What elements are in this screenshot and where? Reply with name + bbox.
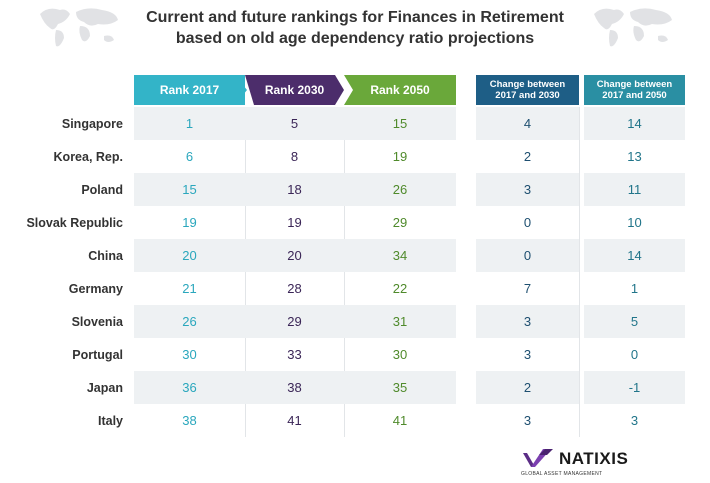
change-2017-2030-cell: 3 — [476, 305, 579, 338]
change-2017-2030-cell: 3 — [523, 347, 532, 362]
table-row: Slovenia 26 29 31 3 5 — [0, 305, 710, 338]
rank-2017-cell: 30 — [182, 347, 197, 362]
rank-2017-cell: 36 — [134, 371, 245, 404]
world-map-decoration-left — [40, 8, 118, 47]
chart-title: Current and future rankings for Finances… — [0, 7, 710, 49]
rank-2017-cell: 38 — [182, 413, 197, 428]
rank-2030-cell: 28 — [287, 281, 302, 296]
rank-2050-cell: 29 — [392, 215, 408, 230]
rank-2030-cell: 18 — [245, 173, 344, 206]
title-line-2: based on old age dependency ratio projec… — [175, 30, 535, 47]
country-label: Slovenia — [71, 314, 123, 329]
change-2017-2030-cell: 7 — [523, 281, 532, 296]
table-row: Germany 21 28 22 7 1 — [0, 272, 710, 305]
rank-2050-cell: 30 — [392, 347, 408, 362]
rank-2017-cell: 6 — [185, 149, 194, 164]
rank-2050-cell: 15 — [344, 107, 456, 140]
rank-2017-cell: 19 — [182, 215, 197, 230]
rank-2030-cell: 29 — [245, 305, 344, 338]
header-change-2017-2030-line1: Change between — [489, 79, 566, 90]
table-row: Poland 15 18 26 3 11 — [0, 173, 710, 206]
natixis-logo: NATIXIS GLOBAL ASSET MANAGEMENT — [521, 447, 651, 481]
country-label: Poland — [81, 182, 123, 197]
change-2017-2030-cell: 2 — [476, 371, 579, 404]
rank-2017-cell: 15 — [134, 173, 245, 206]
change-2017-2030-cell: 3 — [523, 413, 532, 428]
table-row: Italy 38 41 41 3 3 — [0, 404, 710, 437]
country-label: China — [88, 248, 123, 263]
country-label: Italy — [97, 413, 123, 428]
table-row: Slovak Republic 19 19 29 0 10 — [0, 206, 710, 239]
change-2017-2030-cell: 2 — [523, 149, 532, 164]
country-label: Singapore — [61, 116, 123, 131]
header-rank-2050: Rank 2050 — [344, 75, 456, 105]
country-label: Germany — [68, 281, 123, 296]
rank-2050-cell: 31 — [344, 305, 456, 338]
rank-2017-cell: 21 — [182, 281, 197, 296]
header-rank-2030: Rank 2030 — [245, 75, 344, 105]
header-change-2017-2030: Change between 2017 and 2030 — [476, 75, 579, 105]
header-change-2017-2050: Change between 2017 and 2050 — [584, 75, 685, 105]
rank-2030-cell: 20 — [245, 239, 344, 272]
table-row: Korea, Rep. 6 8 19 2 13 — [0, 140, 710, 173]
rank-2050-cell: 26 — [344, 173, 456, 206]
rank-2030-cell: 5 — [245, 107, 344, 140]
logo-name: NATIXIS — [559, 449, 629, 468]
column-divider — [579, 107, 580, 437]
change-2017-2050-cell: 14 — [584, 239, 685, 272]
table-row: Singapore 1 5 15 4 14 — [0, 107, 710, 140]
rank-2050-cell: 41 — [392, 413, 408, 428]
rank-2050-cell: 34 — [344, 239, 456, 272]
change-2017-2030-cell: 0 — [523, 215, 532, 230]
rank-2017-cell: 26 — [134, 305, 245, 338]
rank-2017-cell: 1 — [134, 107, 245, 140]
change-2017-2050-cell: 3 — [630, 413, 639, 428]
change-2017-2050-cell: 13 — [627, 149, 642, 164]
rank-2050-cell: 35 — [344, 371, 456, 404]
change-2017-2050-cell: 11 — [584, 173, 685, 206]
country-label: Korea, Rep. — [53, 149, 123, 164]
table-row: Japan 36 38 35 2 -1 — [0, 371, 710, 404]
country-label: Japan — [86, 380, 123, 395]
country-label: Portugal — [72, 347, 123, 362]
rank-2030-cell: 41 — [287, 413, 302, 428]
title-line-1: Current and future rankings for Finances… — [146, 9, 564, 26]
change-2017-2050-cell: -1 — [584, 371, 685, 404]
change-2017-2050-cell: 14 — [584, 107, 685, 140]
header-change-2017-2050-line2: 2017 and 2050 — [602, 90, 667, 101]
change-2017-2050-cell: 5 — [584, 305, 685, 338]
logo-subtitle: GLOBAL ASSET MANAGEMENT — [521, 471, 603, 477]
header-change-2017-2050-line1: Change between — [596, 79, 673, 90]
column-divider — [344, 107, 345, 437]
rank-2050-cell: 22 — [392, 281, 408, 296]
header-change-2017-2030-line2: 2017 and 2030 — [495, 90, 560, 101]
change-2017-2030-cell: 4 — [476, 107, 579, 140]
world-map-decoration-right — [594, 8, 672, 47]
rank-2017-cell: 20 — [134, 239, 245, 272]
change-2017-2050-cell: 0 — [630, 347, 639, 362]
rank-2030-cell: 19 — [287, 215, 302, 230]
rank-2050-cell: 19 — [392, 149, 408, 164]
rank-2030-cell: 38 — [245, 371, 344, 404]
header-rank-2017: Rank 2017 — [134, 75, 245, 105]
rank-2030-cell: 33 — [287, 347, 302, 362]
country-label: Slovak Republic — [26, 215, 123, 230]
table-row: China 20 20 34 0 14 — [0, 239, 710, 272]
change-2017-2030-cell: 0 — [476, 239, 579, 272]
change-2017-2050-cell: 1 — [630, 281, 639, 296]
change-2017-2030-cell: 3 — [476, 173, 579, 206]
column-divider — [245, 107, 246, 437]
rank-2030-cell: 8 — [290, 149, 299, 164]
natixis-logo-mark — [523, 449, 553, 467]
table-row: Portugal 30 33 30 3 0 — [0, 338, 710, 371]
change-2017-2050-cell: 10 — [627, 215, 642, 230]
